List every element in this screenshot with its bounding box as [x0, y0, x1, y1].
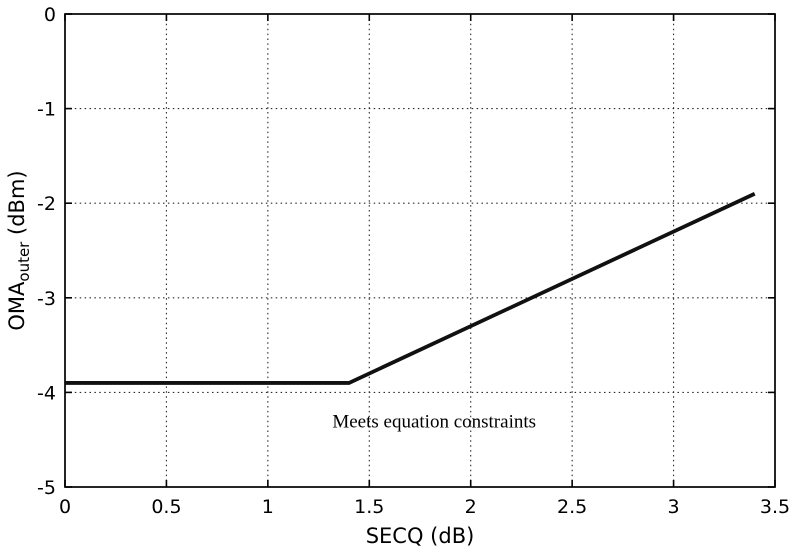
x-axis-title: SECQ (dB) [366, 524, 475, 548]
y-tick-label: 0 [44, 4, 56, 26]
x-tick-label: 0 [59, 496, 71, 518]
data-line [65, 192, 756, 385]
y-tick-label: -3 [37, 288, 56, 310]
x-tick-label: 0.5 [151, 496, 181, 518]
y-axis-title: OMAouter (dBm) [5, 170, 33, 330]
y-tick-label: -4 [37, 382, 56, 404]
x-tick-label: 3.5 [760, 496, 790, 518]
y-axis-title-subscript: outer [15, 241, 33, 282]
x-tick-label: 1.5 [354, 496, 384, 518]
y-axis-title-unit: (dBm) [5, 170, 29, 241]
x-tick-label: 3 [668, 496, 680, 518]
y-tick-label: -1 [37, 99, 56, 121]
y-tick-label: -5 [37, 477, 56, 499]
y-tick-label: -2 [37, 193, 56, 215]
plot-border [64, 13, 776, 488]
y-axis-title-main: OMA [5, 281, 29, 331]
annotation-text: Meets equation constraints [332, 411, 536, 432]
x-tick-label: 2 [465, 496, 477, 518]
x-tick-label: 2.5 [557, 496, 587, 518]
x-tick-label: 1 [262, 496, 274, 518]
